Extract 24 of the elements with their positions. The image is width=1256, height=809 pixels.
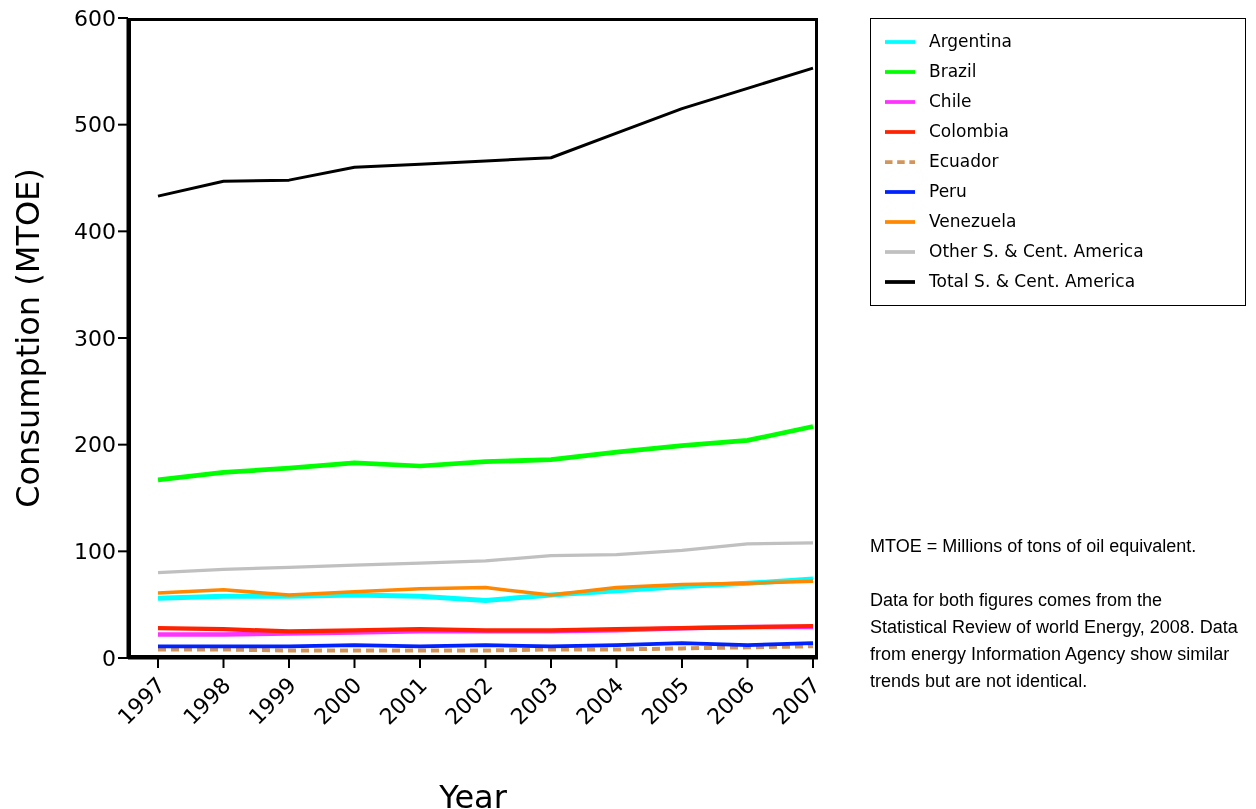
legend-label: Colombia <box>929 121 1009 141</box>
line-series <box>155 424 816 483</box>
y-tick-label: 400 <box>74 219 116 245</box>
line-series <box>156 66 815 198</box>
y-tick-label: 300 <box>74 325 116 351</box>
legend-label: Total S. & Cent. America <box>929 271 1136 291</box>
legend-label: Peru <box>929 181 967 201</box>
legend-label: Brazil <box>929 61 977 81</box>
legend-label: Chile <box>929 91 972 111</box>
y-tick-label: 200 <box>74 432 116 458</box>
y-tick-label: 0 <box>102 645 116 671</box>
x-axis-title: Year <box>438 778 508 809</box>
y-tick-label: 500 <box>74 112 116 138</box>
line-series <box>156 579 815 597</box>
legend-label: Argentina <box>929 31 1012 51</box>
y-axis-title: Consumption (MTOE) <box>9 168 48 508</box>
line-series <box>156 541 815 575</box>
y-tick-label: 100 <box>74 539 116 565</box>
y-tick-label: 600 <box>74 5 116 31</box>
legend-label: Venezuela <box>929 211 1017 231</box>
legend-label: Ecuador <box>929 151 999 171</box>
legend-label: Other S. & Cent. America <box>929 241 1144 261</box>
text: Data for both figures comes from the Statistical Review of world Energy, 2008. Data from energy Information Agency show similar trends but are not identical. <box>870 589 1239 693</box>
text: MTOE = Millions of tons of oil equivalent. <box>870 535 1198 558</box>
